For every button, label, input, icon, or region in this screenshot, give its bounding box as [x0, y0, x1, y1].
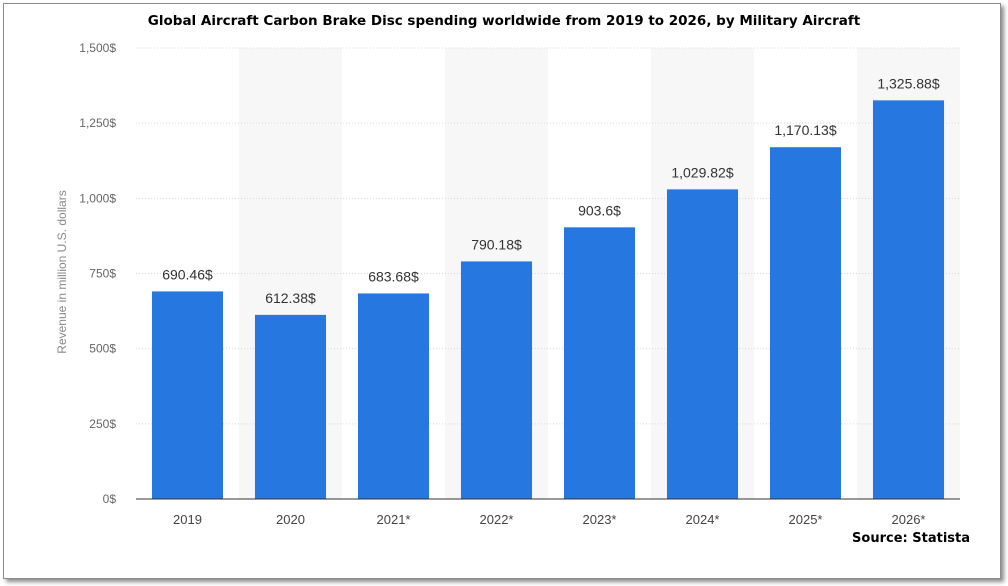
y-tick-label: 250$ [89, 417, 116, 431]
y-axis-ticks: 0$ 250$ 500$ 750$ 1,000$ 1,250$ 1,500$ [79, 41, 116, 506]
data-label: 1,325.88$ [877, 75, 939, 91]
y-tick-label: 1,500$ [79, 41, 116, 55]
y-tick-label: 0$ [103, 492, 117, 506]
y-tick-label: 1,250$ [79, 116, 116, 130]
data-label: 903.6$ [578, 202, 621, 218]
x-tick-label: 2026* [892, 512, 926, 527]
y-tick-label: 500$ [89, 342, 116, 356]
bar [254, 314, 327, 499]
bar [563, 227, 636, 499]
source-label: Source: Statista [852, 531, 970, 546]
bar [460, 261, 533, 499]
data-labels: 690.46$ 612.38$ 683.68$ 790.18$ 903.6$ 1,029.… [162, 75, 940, 306]
x-tick-label: 2021* [377, 512, 411, 527]
x-tick-label: 2025* [789, 512, 823, 527]
x-tick-label: 2024* [686, 512, 720, 527]
gridlines [136, 47, 960, 425]
data-label: 1,029.82$ [671, 164, 733, 180]
y-axis-label: Revenue in million U.S. dollars [55, 190, 69, 353]
y-tick-label: 750$ [89, 267, 116, 281]
data-label: 690.46$ [162, 266, 213, 282]
bars [151, 100, 945, 500]
data-label: 1,170.13$ [774, 122, 836, 138]
x-axis-ticks: 2019 2020 2021* 2022* 2023* 2024* 2025* 2026* [173, 512, 925, 527]
x-tick-label: 2019 [173, 512, 202, 527]
x-tick-label: 2022* [480, 512, 514, 527]
bar [357, 293, 430, 499]
x-tick-label: 2023* [583, 512, 617, 527]
bar [151, 291, 224, 499]
x-tick-label: 2020 [276, 512, 305, 527]
data-label: 612.38$ [265, 290, 316, 306]
data-label: 790.18$ [471, 236, 522, 252]
bar [666, 189, 739, 500]
y-tick-label: 1,000$ [79, 191, 116, 205]
bar [769, 147, 842, 499]
chart-title: Global Aircraft Carbon Brake Disc spendi… [147, 13, 861, 29]
data-label: 683.68$ [368, 268, 419, 284]
bar [872, 100, 945, 499]
